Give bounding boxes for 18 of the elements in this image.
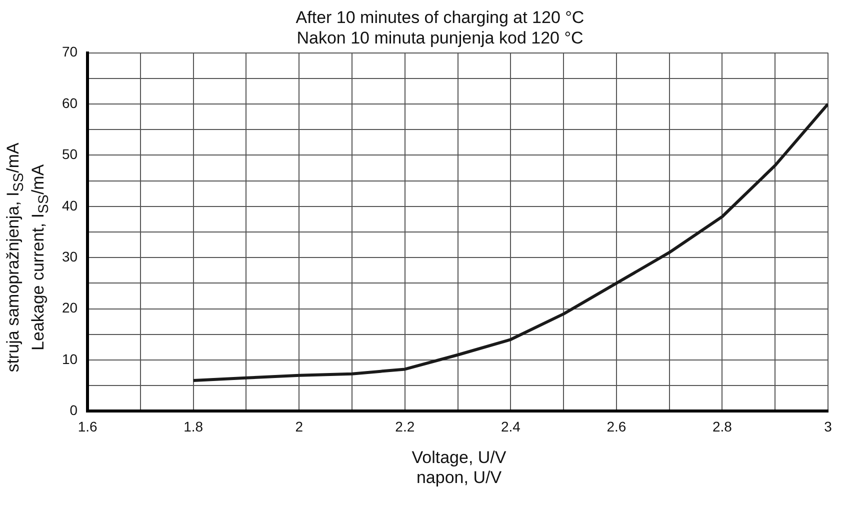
y-tick-label: 0 xyxy=(70,402,78,418)
x-tick-label: 1.6 xyxy=(78,418,98,434)
x-axis-title: Voltage, U/V napon, U/V xyxy=(410,448,508,488)
y-tick-label: 60 xyxy=(62,94,78,111)
x-tick-label: 3 xyxy=(824,418,832,434)
y-tick-label: 40 xyxy=(62,197,78,214)
x-tick-label: 2 xyxy=(295,418,304,434)
chart-title: After 10 minutes of charging at 120 °C Nakon 10 minuta punjenja kod 120 °C xyxy=(296,8,584,48)
x-tick-label: 2.2 xyxy=(395,418,415,434)
x-tick-label: 1.8 xyxy=(184,418,204,434)
x-tick-label: 2.4 xyxy=(500,418,521,434)
y-tick-label: 30 xyxy=(62,248,78,264)
x-tick-label: 2.8 xyxy=(712,418,732,434)
y-tick-label: 20 xyxy=(62,300,78,316)
x-tick-label: 2.6 xyxy=(606,418,626,434)
y-tick-label: 10 xyxy=(62,350,78,367)
y-tick-label: 70 xyxy=(62,44,78,60)
y-tick-label: 50 xyxy=(62,146,78,162)
